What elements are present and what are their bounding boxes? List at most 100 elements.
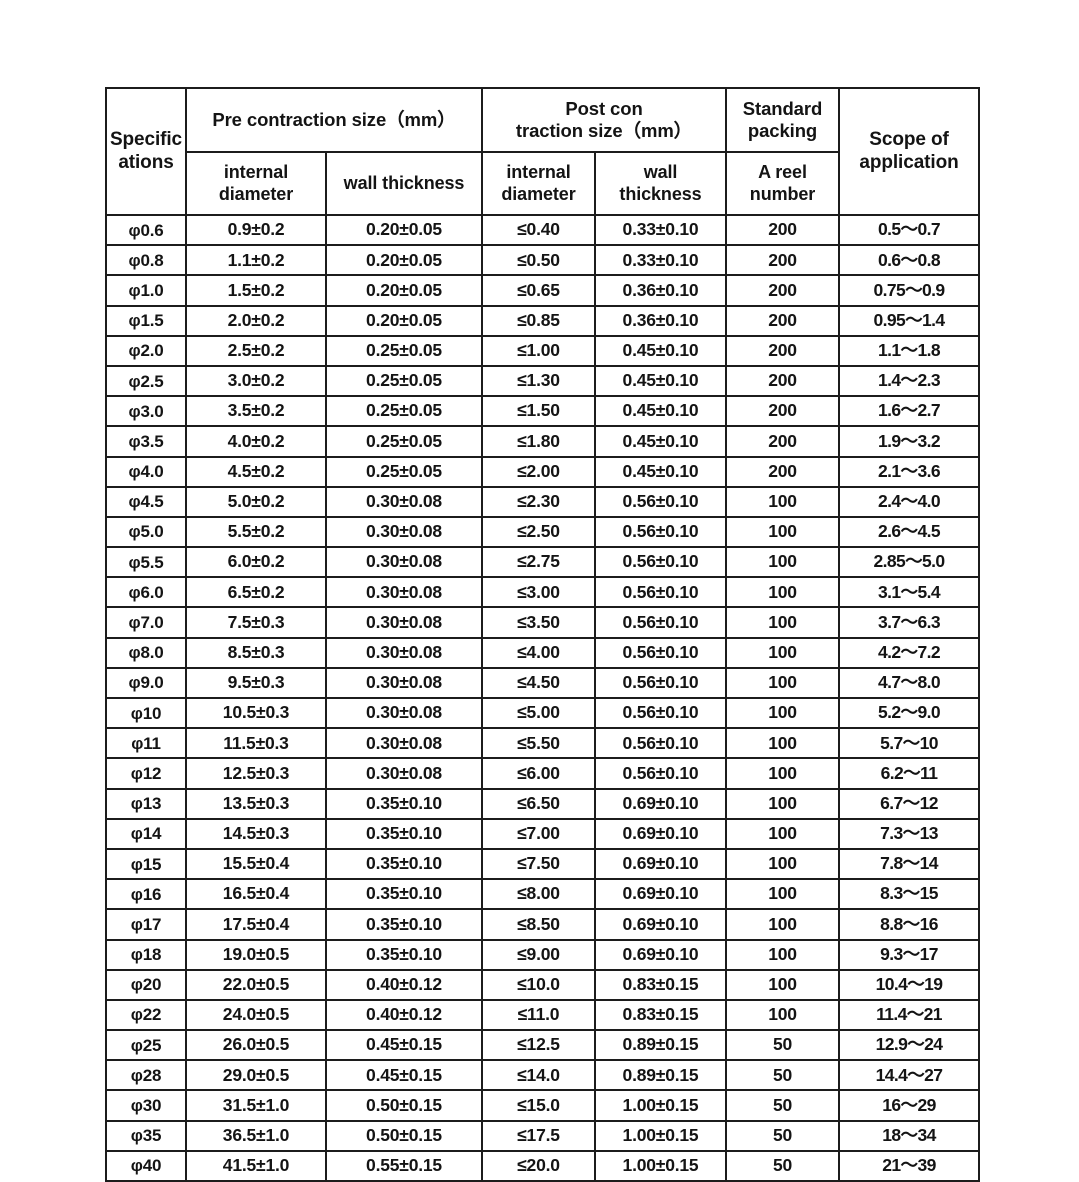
cell-scope-of-application: 8.8～16: [838, 908, 980, 941]
cell-specification: φ12: [105, 757, 187, 790]
table-row: φ35 36.5±1.0 0.50±0.15 ≤17.5 1.00±0.15 50 18～3…: [105, 1119, 980, 1152]
cell-scope-of-application: 3.1～5.4: [838, 576, 980, 609]
cell-scope-of-application: 0.95～1.4: [838, 304, 980, 337]
cell-scope-of-application: 1.1～1.8: [838, 334, 980, 367]
cell-pre-internal-diameter: 41.5±1.0: [185, 1149, 327, 1182]
table-row: φ9.0 9.5±0.3 0.30±0.08 ≤4.50 0.56±0.10 100 4.7…: [105, 666, 980, 700]
cell-pre-wall-thickness: 0.35±0.10: [325, 817, 483, 850]
cell-pre-wall-thickness: 0.30±0.08: [325, 515, 483, 549]
cell-pre-internal-diameter: 6.5±0.2: [185, 576, 327, 609]
cell-post-internal-diameter: ≤2.75: [481, 546, 596, 579]
cell-post-internal-diameter: ≤4.50: [481, 666, 596, 700]
table-row: φ13 13.5±0.3 0.35±0.10 ≤6.50 0.69±0.10 100 6.7…: [105, 787, 980, 820]
cell-a-reel-number: 50: [725, 1089, 840, 1122]
cell-pre-wall-thickness: 0.30±0.08: [325, 636, 483, 669]
cell-specification: φ35: [105, 1119, 187, 1152]
cell-specification: φ30: [105, 1089, 187, 1122]
cell-pre-internal-diameter: 26.0±0.5: [185, 1029, 327, 1062]
header-post-internal-line2: diameter: [501, 183, 576, 204]
table-row: φ40 41.5±1.0 0.55±0.15 ≤20.0 1.00±0.15 50 21～3…: [105, 1149, 980, 1182]
cell-post-internal-diameter: ≤1.80: [481, 425, 596, 458]
cell-post-internal-diameter: ≤8.00: [481, 878, 596, 911]
header-post-wall-line2: thickness: [619, 183, 702, 204]
cell-scope-of-application: 21～39: [838, 1149, 980, 1182]
cell-post-internal-diameter: ≤0.50: [481, 244, 596, 277]
table-row: φ16 16.5±0.4 0.35±0.10 ≤8.00 0.69±0.10 100 8.3…: [105, 878, 980, 911]
cell-post-wall-thickness: 0.89±0.15: [594, 1059, 727, 1092]
cell-specification: φ9.0: [105, 666, 187, 700]
cell-post-internal-diameter: ≤11.0: [481, 998, 596, 1032]
cell-pre-internal-diameter: 3.0±0.2: [185, 364, 327, 398]
cell-a-reel-number: 50: [725, 1059, 840, 1092]
cell-pre-internal-diameter: 5.0±0.2: [185, 485, 327, 518]
table-row: φ1.5 2.0±0.2 0.20±0.05 ≤0.85 0.36±0.10 200 0.9…: [105, 304, 980, 337]
table-row: φ17 17.5±0.4 0.35±0.10 ≤8.50 0.69±0.10 100 8.8…: [105, 908, 980, 941]
cell-post-wall-thickness: 0.45±0.10: [594, 395, 727, 428]
cell-post-internal-diameter: ≤6.50: [481, 787, 596, 820]
cell-a-reel-number: 100: [725, 817, 840, 850]
cell-a-reel-number: 200: [725, 304, 840, 337]
cell-pre-wall-thickness: 0.35±0.10: [325, 908, 483, 941]
header-row-sub: internal diameter wall thickness interna…: [106, 151, 979, 216]
cell-a-reel-number: 100: [725, 908, 840, 941]
cell-post-wall-thickness: 0.56±0.10: [594, 666, 727, 700]
cell-post-wall-thickness: 0.36±0.10: [594, 274, 727, 307]
cell-post-internal-diameter: ≤0.85: [481, 304, 596, 337]
cell-post-wall-thickness: 0.69±0.10: [594, 847, 727, 881]
cell-scope-of-application: 4.2～7.2: [838, 636, 980, 669]
cell-post-wall-thickness: 1.00±0.15: [594, 1089, 727, 1122]
cell-pre-internal-diameter: 7.5±0.3: [185, 606, 327, 639]
cell-post-internal-diameter: ≤10.0: [481, 968, 596, 1001]
cell-scope-of-application: 4.7～8.0: [838, 666, 980, 700]
cell-pre-wall-thickness: 0.25±0.05: [325, 425, 483, 458]
cell-a-reel-number: 100: [725, 727, 840, 760]
cell-specification: φ10: [105, 696, 187, 730]
cell-post-wall-thickness: 0.45±0.10: [594, 334, 727, 367]
cell-specification: φ2.5: [105, 364, 187, 398]
cell-pre-internal-diameter: 4.0±0.2: [185, 425, 327, 458]
header-row-group: Specific ations Pre contraction size（mm）…: [105, 87, 980, 216]
header-post-internal-line1: internal: [506, 162, 571, 183]
cell-pre-internal-diameter: 2.5±0.2: [185, 334, 327, 367]
cell-a-reel-number: 100: [725, 938, 840, 971]
table-row: φ25 26.0±0.5 0.45±0.15 ≤12.5 0.89±0.15 50 12.9…: [105, 1029, 980, 1062]
table-row: φ15 15.5±0.4 0.35±0.10 ≤7.50 0.69±0.10 100 7.8…: [105, 847, 980, 881]
cell-post-wall-thickness: 0.56±0.10: [594, 606, 727, 639]
cell-post-internal-diameter: ≤8.50: [481, 908, 596, 941]
cell-a-reel-number: 100: [725, 576, 840, 609]
cell-pre-wall-thickness: 0.30±0.08: [325, 606, 483, 639]
cell-a-reel-number: 200: [725, 455, 840, 488]
cell-pre-internal-diameter: 9.5±0.3: [185, 666, 327, 700]
header-post-wall-thickness: wall thickness: [594, 151, 727, 216]
cell-scope-of-application: 2.6～4.5: [838, 515, 980, 549]
header-post-contraction-group: Post con traction size（mm）: [481, 87, 727, 153]
cell-scope-of-application: 2.4～4.0: [838, 485, 980, 518]
cell-scope-of-application: 18～34: [838, 1119, 980, 1152]
cell-post-internal-diameter: ≤14.0: [481, 1059, 596, 1092]
cell-a-reel-number: 50: [725, 1149, 840, 1182]
cell-a-reel-number: 100: [725, 636, 840, 669]
cell-post-internal-diameter: ≤1.50: [481, 395, 596, 428]
cell-scope-of-application: 8.3～15: [838, 878, 980, 911]
cell-pre-wall-thickness: 0.30±0.08: [325, 666, 483, 700]
cell-pre-wall-thickness: 0.30±0.08: [325, 727, 483, 760]
cell-post-internal-diameter: ≤7.50: [481, 847, 596, 881]
header-post-wall-line1: wall: [643, 162, 678, 183]
table-row: φ14 14.5±0.3 0.35±0.10 ≤7.00 0.69±0.10 100 7.3…: [105, 817, 980, 850]
cell-specification: φ3.5: [105, 425, 187, 458]
cell-post-wall-thickness: 0.56±0.10: [594, 546, 727, 579]
header-pre-internal-line2: diameter: [218, 183, 294, 204]
cell-pre-wall-thickness: 0.25±0.05: [325, 334, 483, 367]
header-reel-line1: A reel: [758, 162, 807, 183]
cell-specification: φ1.5: [105, 304, 187, 337]
cell-pre-internal-diameter: 17.5±0.4: [185, 908, 327, 941]
specification-table: Specific ations Pre contraction size（mm）…: [105, 87, 980, 1182]
cell-post-internal-diameter: ≤9.00: [481, 938, 596, 971]
table-row: φ7.0 7.5±0.3 0.30±0.08 ≤3.50 0.56±0.10 100 3.7…: [105, 606, 980, 639]
table-row: φ10 10.5±0.3 0.30±0.08 ≤5.00 0.56±0.10 100 5.2…: [105, 696, 980, 730]
cell-pre-wall-thickness: 0.25±0.05: [325, 395, 483, 428]
cell-specification: φ25: [105, 1029, 187, 1062]
cell-pre-wall-thickness: 0.20±0.05: [325, 304, 483, 337]
cell-scope-of-application: 6.7～12: [838, 787, 980, 820]
table-row: φ22 24.0±0.5 0.40±0.12 ≤11.0 0.83±0.15 100 11.…: [105, 998, 980, 1032]
